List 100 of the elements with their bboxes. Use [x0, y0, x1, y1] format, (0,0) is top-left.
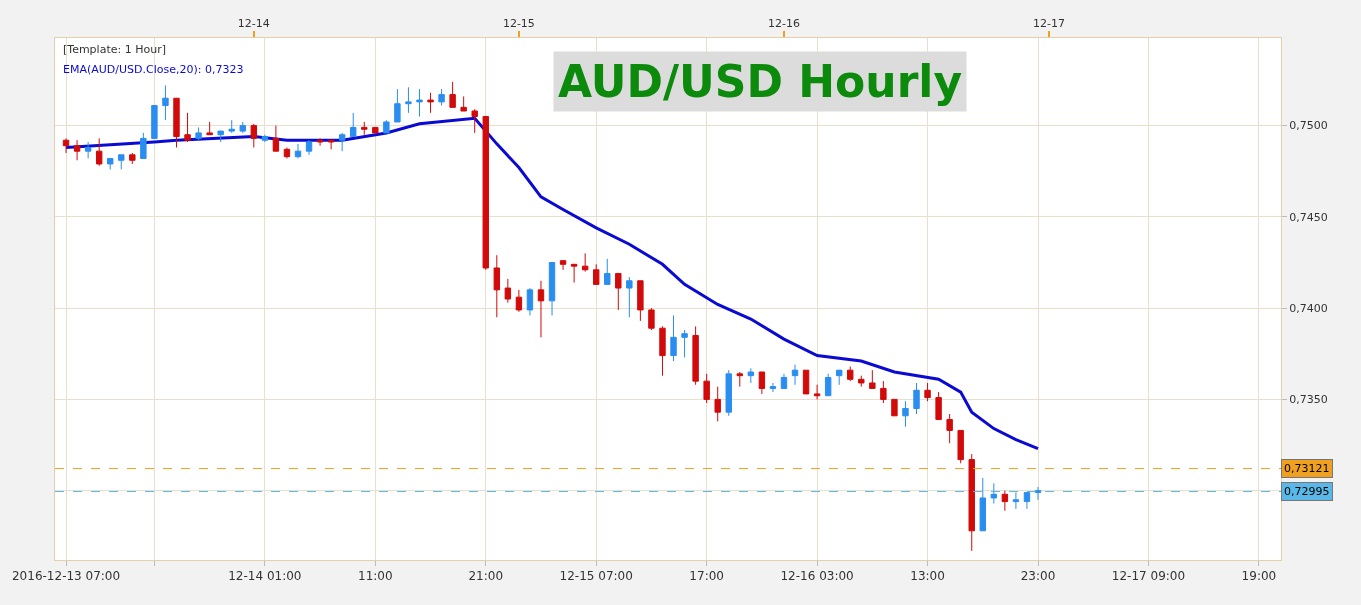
candlestick	[736, 371, 743, 388]
candlestick	[162, 84, 169, 121]
annotation: [Template: 1 Hour]	[63, 43, 166, 56]
y-tick-label: 0,7400	[1289, 301, 1328, 315]
candlestick	[217, 130, 224, 143]
candlestick	[880, 380, 887, 404]
x2-tick-label: 12-16	[767, 16, 800, 30]
candlestick	[935, 391, 942, 420]
candlestick	[979, 477, 986, 532]
candlestick	[272, 125, 280, 152]
candlestick	[327, 139, 335, 150]
candlestick	[559, 260, 567, 271]
x-tick-label: 13:00	[910, 569, 945, 584]
candlestick	[261, 134, 269, 143]
candlestick	[968, 453, 975, 552]
candlestick	[84, 141, 92, 159]
candlestick	[869, 369, 876, 389]
candlestick	[648, 307, 655, 331]
candlestick	[581, 252, 589, 273]
x-tick-label: 2016-12-13 07:00	[11, 569, 121, 584]
candlestick	[283, 147, 291, 159]
candlestick	[140, 132, 147, 159]
x-tick-label: 12-17 09:00	[1111, 569, 1186, 584]
line-series	[64, 116, 1040, 451]
candlestick	[173, 97, 180, 149]
candlestick	[780, 373, 788, 389]
candlestick	[62, 137, 70, 154]
candlestick	[637, 280, 644, 322]
candlestick	[791, 364, 799, 386]
candlestick	[670, 314, 677, 362]
ref-line-label: 0,72995	[1284, 485, 1330, 498]
candlestick	[990, 482, 998, 504]
candlestick	[129, 152, 136, 165]
candlestick	[593, 263, 600, 285]
candlestick	[537, 280, 545, 338]
candlestick	[361, 121, 368, 136]
y-tick-label: 0,7450	[1289, 210, 1328, 224]
x-tick-label: 17:00	[689, 569, 724, 584]
candlestick	[747, 367, 755, 384]
candlestick	[316, 137, 324, 147]
y-tick-label: 0,7500	[1289, 119, 1328, 133]
candlestick	[118, 154, 125, 170]
candlestick	[107, 157, 114, 170]
y-tick-label: 0,7350	[1289, 393, 1328, 407]
candlestick	[228, 119, 235, 134]
candlestick	[913, 382, 920, 415]
candlestick	[946, 413, 953, 444]
x-tick-label: 11:00	[358, 569, 393, 584]
candlestick	[570, 263, 578, 284]
candlestick	[824, 373, 832, 397]
chart-title: AUD/USD Hourly	[558, 56, 963, 107]
candlestick	[902, 400, 909, 428]
candlestick	[802, 369, 810, 395]
candlestick	[383, 119, 390, 134]
candlestick	[449, 81, 456, 108]
candlestick	[394, 88, 401, 123]
candlestick	[438, 88, 445, 107]
candlestick	[482, 115, 489, 271]
candlestick	[604, 258, 611, 285]
candlestick	[703, 373, 710, 404]
candlestick	[471, 108, 478, 134]
candlestick	[460, 95, 467, 112]
candlestick	[73, 139, 81, 161]
candlestick	[659, 325, 666, 377]
candlestick	[350, 112, 357, 138]
x-tick-label: 23:00	[1020, 569, 1056, 584]
x-tick-label: 21:00	[468, 569, 504, 584]
x-tick-label: 12-14 01:00	[228, 569, 302, 584]
candlestick	[515, 289, 523, 313]
candlestick	[626, 276, 633, 318]
ref-line-label: 0,73121	[1284, 462, 1330, 475]
candlestick	[769, 382, 777, 393]
candlestick	[372, 126, 379, 134]
x-tick-label: 12-16 03:00	[780, 569, 854, 584]
candlestick	[714, 386, 721, 422]
candlestick	[416, 88, 423, 117]
candlestick	[151, 105, 158, 139]
candlestick	[239, 121, 246, 134]
candlestick	[95, 137, 103, 167]
candlestick	[206, 121, 213, 136]
annotation: EMA(AUD/USD.Close,20): 0,7323	[63, 63, 244, 76]
candlestick	[504, 278, 512, 304]
candlestick	[813, 384, 821, 400]
candlestick	[681, 329, 688, 358]
candlestick	[305, 139, 313, 156]
candlestick	[1012, 491, 1020, 510]
candlestick	[1023, 491, 1031, 510]
candlestick	[924, 382, 931, 402]
candlestick	[548, 262, 556, 316]
candlestick	[858, 375, 865, 388]
candlestick	[1034, 486, 1042, 501]
candlestick	[891, 398, 898, 417]
x-tick-label: 19:00	[1241, 569, 1277, 584]
candlestick	[250, 123, 258, 149]
candlestick	[493, 254, 501, 318]
candlestick	[847, 366, 854, 382]
candlestick	[405, 86, 412, 114]
candlestick	[615, 272, 622, 311]
candlestick	[195, 126, 202, 141]
candlestick	[1001, 490, 1009, 512]
